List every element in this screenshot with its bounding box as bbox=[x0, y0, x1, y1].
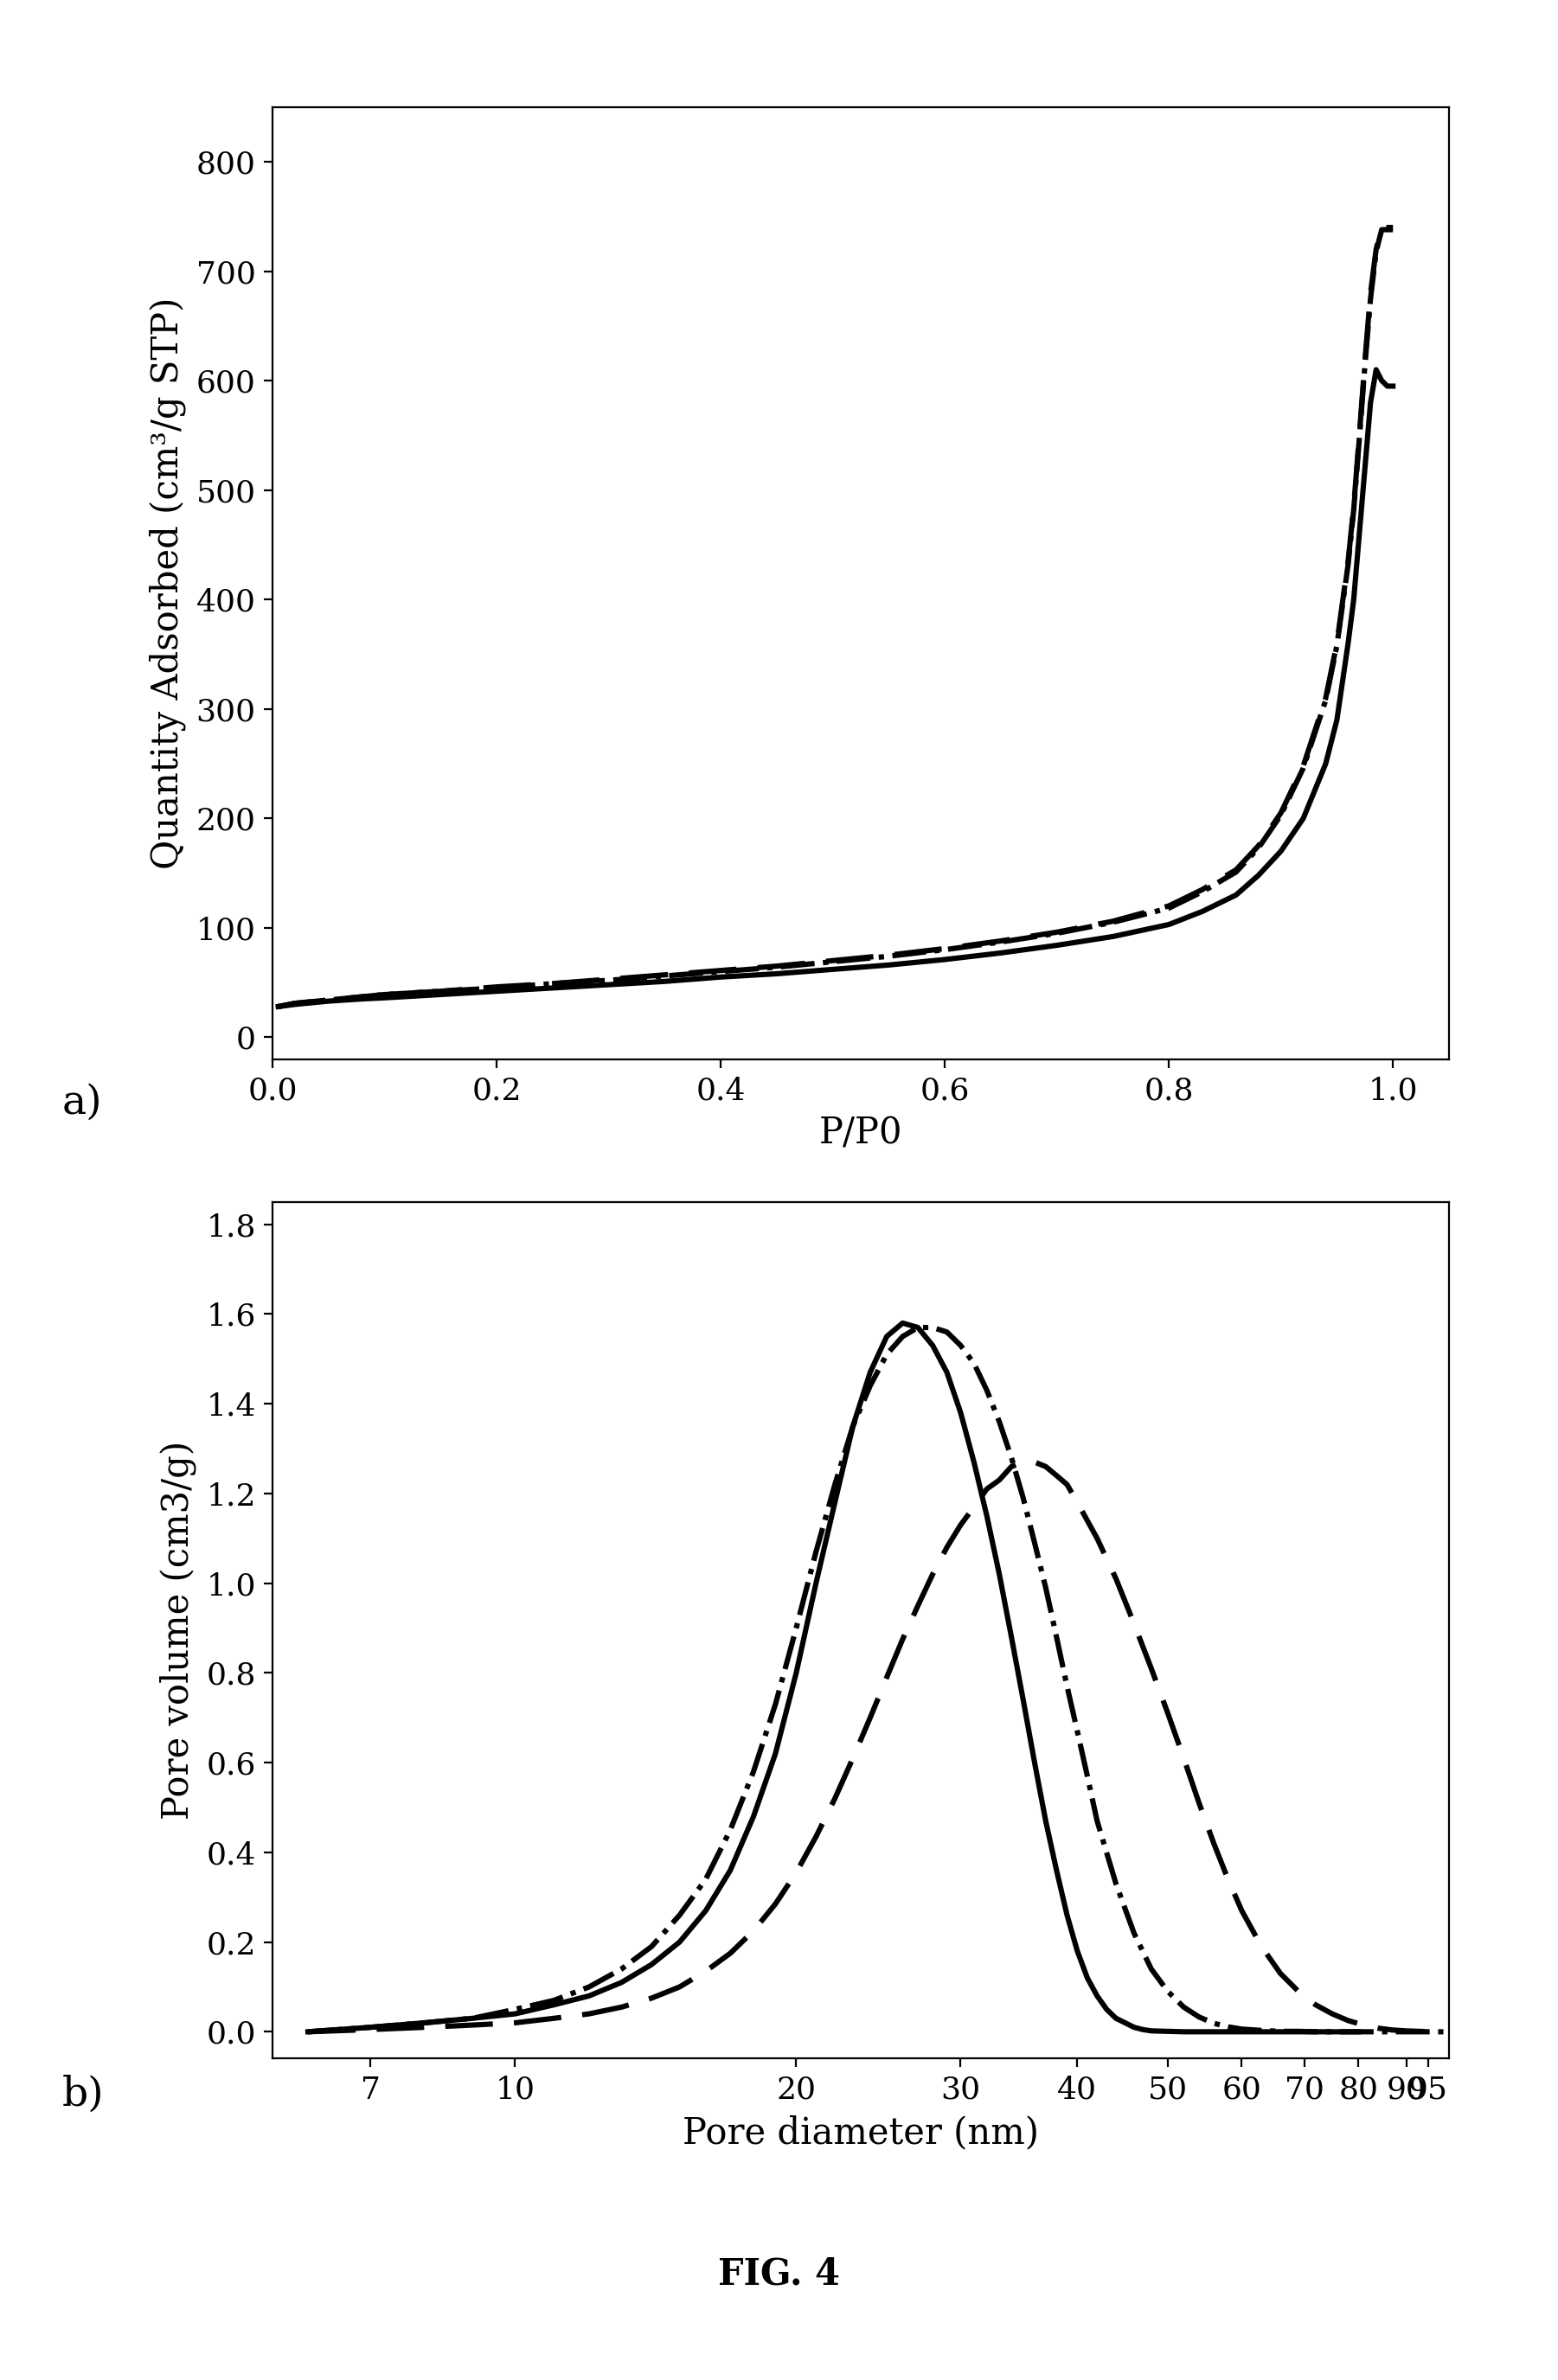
Y-axis label: Quantity Adsorbed (cm³/g STP): Quantity Adsorbed (cm³/g STP) bbox=[150, 298, 187, 869]
Text: a): a) bbox=[62, 1083, 103, 1121]
Text: FIG. 4: FIG. 4 bbox=[718, 2256, 840, 2292]
Text: b): b) bbox=[62, 2075, 104, 2113]
X-axis label: P/P0: P/P0 bbox=[820, 1114, 902, 1152]
X-axis label: Pore diameter (nm): Pore diameter (nm) bbox=[682, 2113, 1039, 2152]
Y-axis label: Pore volume (cm3/g): Pore volume (cm3/g) bbox=[160, 1440, 196, 1821]
